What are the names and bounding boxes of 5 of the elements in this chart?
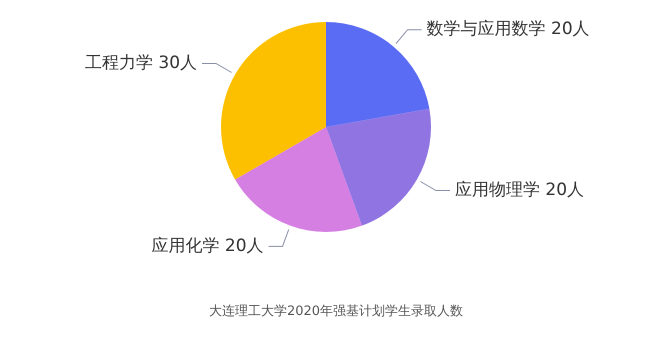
slice-label: 工程力学 30人: [84, 52, 198, 73]
text: 大连理工大学2020年强基计划学生录取人数: [208, 303, 464, 320]
slice-label: 数学与应用数学 20人: [426, 19, 590, 40]
slice-label: 应用物理学 20人: [454, 180, 584, 200]
slice-label: 应用化学 20人: [152, 236, 264, 256]
